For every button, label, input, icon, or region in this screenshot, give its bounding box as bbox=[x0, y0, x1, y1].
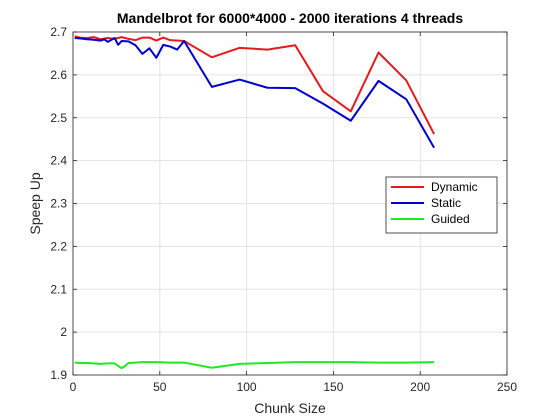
y-tick-label: 2.5 bbox=[50, 111, 67, 125]
series-layer bbox=[74, 35, 435, 370]
x-tick-label: 100 bbox=[237, 380, 257, 394]
y-tick-label: 2 bbox=[60, 325, 67, 339]
series-line-static bbox=[74, 37, 435, 149]
y-axis-title: Speep Up bbox=[27, 172, 43, 234]
series-line-dynamic bbox=[74, 35, 435, 135]
chart-title: Mandelbrot for 6000*4000 - 2000 iteratio… bbox=[117, 10, 463, 26]
y-tick-label: 2.2 bbox=[50, 239, 67, 253]
axis-ticks: 0 50 100 150 200 250 1.9 2 2.1 2.2 2.3 2.4 2.5 2.6 2.7 bbox=[50, 25, 517, 394]
x-tick-label: 250 bbox=[497, 380, 517, 394]
legend-label-dynamic: Dynamic bbox=[431, 180, 478, 194]
y-tick-label: 2.1 bbox=[50, 282, 67, 296]
y-tick-label: 2.4 bbox=[50, 154, 67, 168]
legend-label-guided: Guided bbox=[431, 212, 470, 226]
x-tick-label: 50 bbox=[153, 380, 167, 394]
y-tick-label: 2.7 bbox=[50, 25, 67, 39]
legend-label-static: Static bbox=[431, 196, 461, 210]
x-tick-label: 200 bbox=[410, 380, 430, 394]
y-tick-label: 2.3 bbox=[50, 197, 67, 211]
y-tick-label: 2.6 bbox=[50, 68, 67, 82]
y-tick-label: 1.9 bbox=[50, 368, 67, 382]
x-tick-label: 0 bbox=[70, 380, 77, 394]
x-axis-title: Chunk Size bbox=[254, 400, 326, 416]
series-line-guided bbox=[74, 361, 435, 370]
legend: Dynamic Static Guided bbox=[385, 176, 498, 234]
x-tick-label: 150 bbox=[323, 380, 343, 394]
